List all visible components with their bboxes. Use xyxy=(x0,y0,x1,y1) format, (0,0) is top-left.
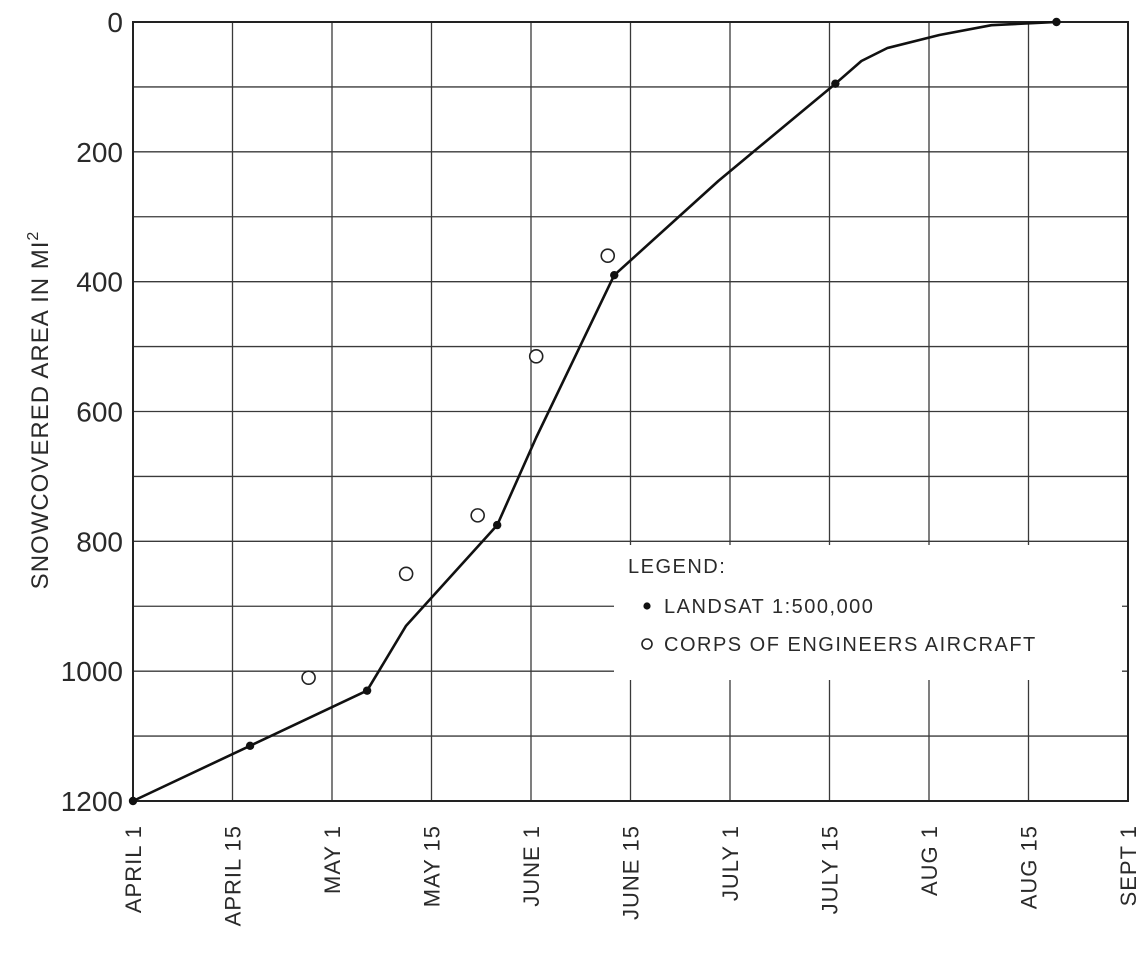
x-tick-label: JULY 1 xyxy=(718,825,743,901)
x-tick-label: APRIL 15 xyxy=(221,825,246,926)
landsat-point xyxy=(245,741,255,751)
x-tick-label: JUNE 15 xyxy=(619,825,644,920)
legend-entry-corps: CORPS OF ENGINEERS AIRCRAFT xyxy=(664,634,1037,656)
plot-frame xyxy=(132,21,1129,802)
y-tick-label: 400 xyxy=(76,267,123,298)
legend-open-circle-icon xyxy=(641,638,653,650)
tick-labels: 0 200 400 600 800 1000 1200 APRIL 1 APRIL 15 MAY … xyxy=(61,7,1141,926)
landsat-point xyxy=(610,270,619,280)
legend-background xyxy=(614,545,1122,680)
x-tick-label: APRIL 1 xyxy=(121,825,146,913)
corps-aircraft-point xyxy=(470,508,485,523)
landsat-point xyxy=(831,79,840,88)
landsat-point xyxy=(492,520,502,530)
corps-aircraft-point xyxy=(301,670,316,685)
legend: LEGEND: LANDSAT 1:500,000 CORPS OF ENGIN… xyxy=(614,545,1122,680)
y-axis-title: SNOWCOVERED AREA IN MI2 xyxy=(25,231,54,590)
y-tick-label: 1200 xyxy=(61,786,123,817)
x-tick-label: AUG 15 xyxy=(1017,825,1042,909)
y-axis-title-text: SNOWCOVERED AREA IN MI xyxy=(27,241,54,590)
corps-aircraft-point xyxy=(528,349,544,364)
y-tick-label: 1000 xyxy=(61,656,123,687)
y-tick-label: 200 xyxy=(76,137,123,168)
y-axis-title-superscript: 2 xyxy=(25,231,42,241)
y-tick-label: 800 xyxy=(76,526,123,557)
x-tick-label: MAY 15 xyxy=(420,825,445,907)
landsat-point xyxy=(362,686,372,695)
landsat-point xyxy=(1052,17,1061,27)
x-tick-label: MAY 1 xyxy=(320,825,345,894)
y-tick-label: 0 xyxy=(107,7,123,38)
legend-filled-dot-icon xyxy=(643,602,651,610)
legend-entry-landsat: LANDSAT 1:500,000 xyxy=(664,596,874,618)
x-tick-label: AUG 1 xyxy=(917,825,942,896)
x-tick-label: JULY 15 xyxy=(818,825,843,914)
corps-aircraft-point xyxy=(600,248,616,263)
x-tick-label: SEPT 1 xyxy=(1116,825,1141,906)
landsat-point xyxy=(128,796,138,806)
legend-title: LEGEND: xyxy=(628,556,726,578)
depletion-curve xyxy=(132,20,1057,803)
grid xyxy=(132,21,1129,802)
data-markers xyxy=(128,17,1061,806)
y-axis-title-group: SNOWCOVERED AREA IN MI2 xyxy=(25,231,54,590)
corps-aircraft-point xyxy=(398,566,414,582)
landsat-curve-line xyxy=(132,20,1057,803)
x-tick-label: JUNE 1 xyxy=(519,825,544,907)
y-tick-label: 600 xyxy=(76,397,123,428)
